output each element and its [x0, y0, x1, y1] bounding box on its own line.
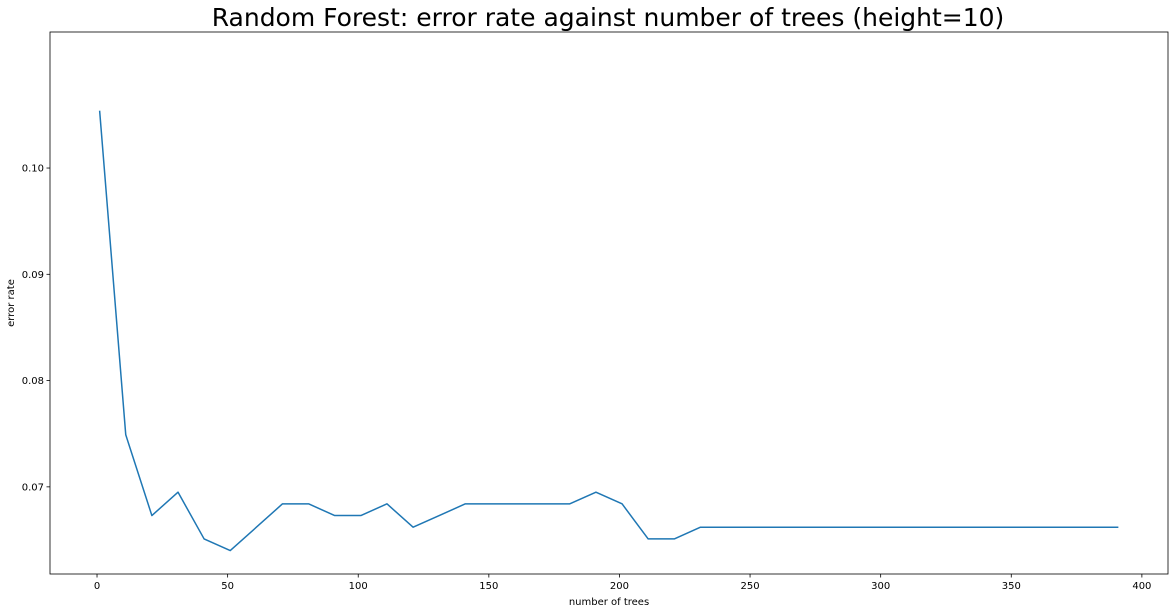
x-tick-label: 300 [871, 581, 890, 592]
x-tick-label: 100 [349, 581, 368, 592]
y-axis: 0.07 0.08 0.09 0.10 [22, 164, 50, 493]
x-tick-label: 350 [1002, 581, 1021, 592]
chart-title: Random Forest: error rate against number… [212, 3, 1005, 32]
x-tick-label: 150 [479, 581, 498, 592]
y-tick-label: 0.10 [22, 164, 44, 175]
y-tick-label: 0.09 [22, 270, 44, 281]
x-axis: 0 50 100 150 200 250 300 350 400 [94, 574, 1151, 592]
x-tick-label: 50 [221, 581, 234, 592]
x-tick-label: 0 [94, 581, 100, 592]
series-layer [98, 110, 1119, 552]
x-tick-label: 250 [741, 581, 760, 592]
plot-area-frame [49, 31, 1169, 575]
y-tick-label: 0.07 [22, 482, 44, 493]
x-tick-label: 400 [1132, 581, 1151, 592]
x-axis-label: number of trees [569, 597, 649, 608]
x-tick-label: 200 [610, 581, 629, 592]
y-axis-label: error rate [6, 279, 17, 327]
y-tick-label: 0.08 [22, 376, 44, 387]
series-line [98, 110, 1119, 552]
